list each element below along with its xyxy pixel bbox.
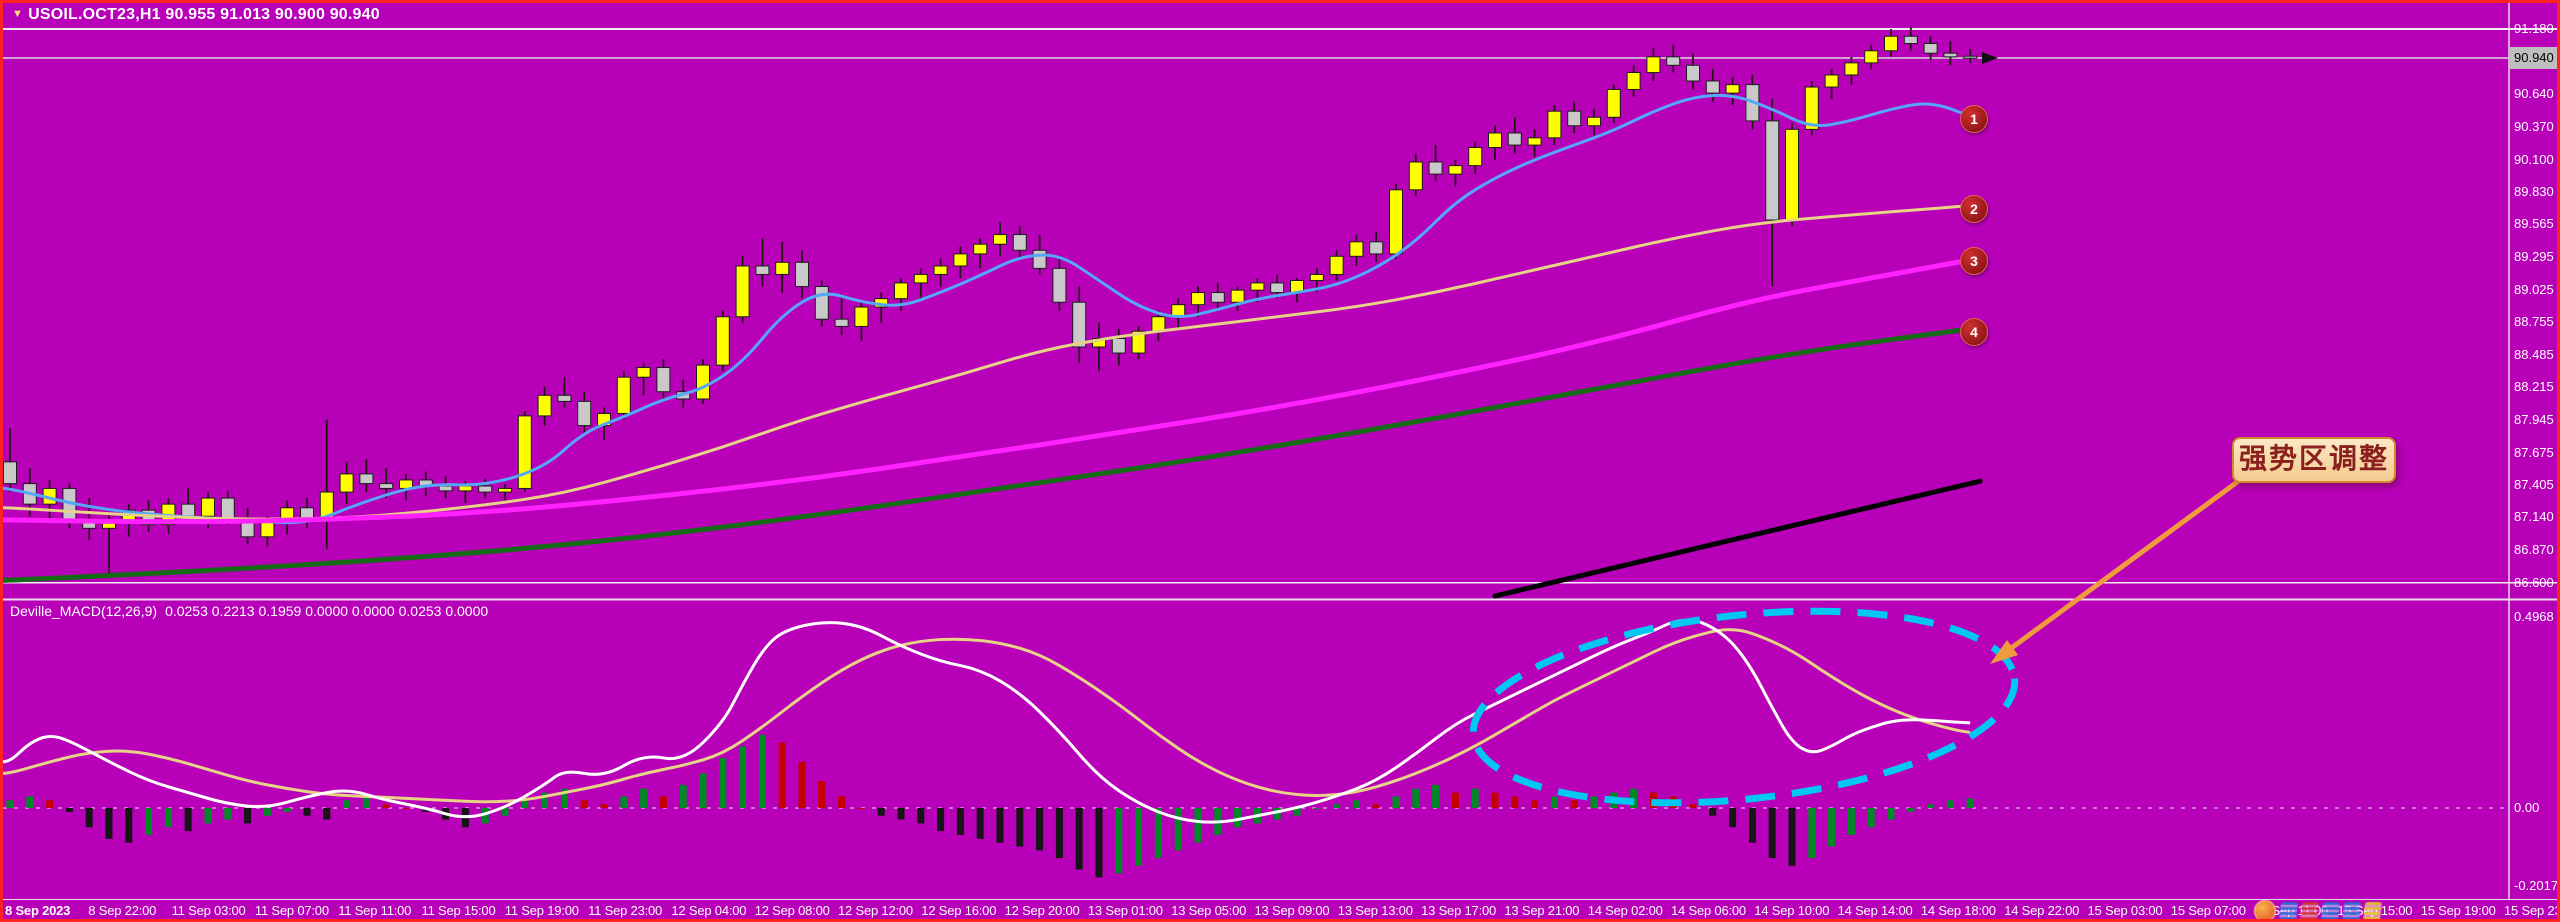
ma-badge-2[interactable]: 2 bbox=[1960, 194, 1988, 223]
ma-slowest-green bbox=[0, 326, 1973, 583]
time-label: 11 Sep 11:00 bbox=[338, 903, 412, 918]
indicator-name: Deville_MACD(12,26,9) bbox=[10, 603, 158, 619]
price-label: 90.370 bbox=[2514, 118, 2554, 134]
time-label: 12 Sep 12:00 bbox=[838, 903, 913, 918]
highlight-ellipse[interactable] bbox=[1464, 587, 2024, 827]
watermark-glyph bbox=[2300, 901, 2319, 921]
price-label: 87.675 bbox=[2514, 444, 2554, 460]
time-label: 8 Sep 22:00 bbox=[88, 903, 157, 918]
chart-title-text: USOIL.OCT23,H1 90.955 91.013 90.900 90.9… bbox=[28, 6, 380, 23]
time-label: 14 Sep 14:00 bbox=[1837, 903, 1913, 918]
time-label: 13 Sep 13:00 bbox=[1337, 903, 1413, 918]
macd-axis-label: 0.4968 bbox=[2514, 608, 2554, 624]
time-axis[interactable]: 8 Sep 2023 8 Sep 22:00 11 Sep 03:00 11 Sep … bbox=[0, 899, 2560, 922]
time-label: 12 Sep 20:00 bbox=[1004, 903, 1080, 918]
current-price-tag: 90.940 bbox=[2509, 47, 2560, 70]
time-label: 12 Sep 16:00 bbox=[921, 903, 997, 918]
price-label: 91.180 bbox=[2514, 21, 2554, 37]
price-label: 89.025 bbox=[2514, 281, 2554, 297]
watermark-glyph bbox=[2342, 901, 2361, 921]
time-label: 13 Sep 05:00 bbox=[1171, 903, 1247, 918]
time-label: 11 Sep 15:00 bbox=[421, 903, 496, 918]
price-label: 87.140 bbox=[2514, 509, 2554, 525]
trendline-object[interactable] bbox=[1492, 478, 1983, 599]
price-label: 90.100 bbox=[2514, 151, 2554, 167]
watermark-emblem-icon bbox=[2254, 900, 2276, 922]
watermark-glyph bbox=[2279, 901, 2298, 921]
price-label: 88.215 bbox=[2514, 379, 2554, 395]
chart-title: ▼ USOIL.OCT23,H1 90.955 91.013 90.900 90.… bbox=[12, 6, 380, 24]
annotation-callout[interactable]: 强势区调整 bbox=[2232, 437, 2396, 483]
symbol-marker-icon: ▼ bbox=[12, 8, 24, 20]
macd-panel bbox=[2, 618, 2509, 878]
watermark-logo bbox=[2254, 900, 2382, 922]
price-label: 88.755 bbox=[2514, 314, 2554, 330]
macd-axis-label: -0.2017 bbox=[2514, 877, 2559, 893]
time-label: 15 Sep 07:00 bbox=[2170, 903, 2246, 918]
time-label: 14 Sep 18:00 bbox=[1920, 903, 1996, 918]
time-label: 13 Sep 17:00 bbox=[1421, 903, 1497, 918]
callout-arrow bbox=[1990, 477, 2242, 664]
price-label: 86.870 bbox=[2514, 542, 2554, 558]
macd-indicator-label: Deville_MACD(12,26,9) 0.0253 0.2213 0.195… bbox=[10, 603, 488, 619]
price-label: 86.600 bbox=[2514, 574, 2554, 590]
time-label: 11 Sep 07:00 bbox=[254, 903, 329, 918]
time-label: 14 Sep 06:00 bbox=[1671, 903, 1746, 918]
time-label: 11 Sep 03:00 bbox=[171, 903, 246, 918]
watermark-glyph bbox=[2321, 901, 2340, 921]
time-label: 14 Sep 02:00 bbox=[1587, 903, 1663, 918]
time-label: 13 Sep 01:00 bbox=[1087, 903, 1163, 918]
price-label: 87.405 bbox=[2514, 477, 2554, 493]
ma-badge-4[interactable]: 4 bbox=[1960, 318, 1988, 347]
time-label: 15 Sep 23:00 bbox=[2504, 903, 2560, 918]
time-label: 11 Sep 23:00 bbox=[588, 903, 663, 918]
price-label: 87.945 bbox=[2514, 412, 2554, 428]
time-label: 13 Sep 21:00 bbox=[1504, 903, 1580, 918]
level-lines bbox=[3, 28, 2560, 584]
ma-lines bbox=[0, 93, 1973, 583]
price-label: 89.295 bbox=[2514, 248, 2554, 264]
ma-fast-blue bbox=[1, 93, 1972, 525]
time-label: 15 Sep 19:00 bbox=[2420, 903, 2496, 918]
time-label: 13 Sep 09:00 bbox=[1254, 903, 1330, 918]
time-label: 15 Sep 03:00 bbox=[2087, 903, 2163, 918]
time-label: 12 Sep 04:00 bbox=[671, 903, 747, 918]
time-label: 14 Sep 10:00 bbox=[1754, 903, 1830, 918]
time-label: 8 Sep 2023 bbox=[5, 903, 71, 918]
ma-slow-magenta bbox=[0, 257, 1973, 525]
price-axis[interactable]: 91.180 90.640 90.370 90.100 89.830 89.565 89.2… bbox=[2509, 0, 2560, 899]
time-label: 12 Sep 08:00 bbox=[754, 903, 830, 918]
macd-axis-label: 0.00 bbox=[2514, 800, 2540, 815]
ma-badge-3[interactable]: 3 bbox=[1960, 246, 1988, 275]
price-label: 88.485 bbox=[2514, 346, 2554, 362]
time-label: 11 Sep 19:00 bbox=[504, 903, 579, 918]
current-price-marker bbox=[1982, 52, 1998, 65]
candlestick-series bbox=[3, 26, 1978, 574]
ma-badge-1[interactable]: 1 bbox=[1960, 105, 1988, 134]
annotation-text: 强势区调整 bbox=[2238, 444, 2389, 475]
price-label: 89.830 bbox=[2514, 184, 2554, 200]
price-label: 90.640 bbox=[2514, 86, 2554, 102]
time-label: 14 Sep 22:00 bbox=[2004, 903, 2080, 918]
axis-frame bbox=[0, 3, 2560, 900]
watermark-glyph bbox=[2363, 901, 2382, 921]
price-label: 89.565 bbox=[2514, 216, 2554, 232]
indicator-values: 0.0253 0.2213 0.1959 0.0000 0.0000 0.025… bbox=[165, 603, 489, 619]
